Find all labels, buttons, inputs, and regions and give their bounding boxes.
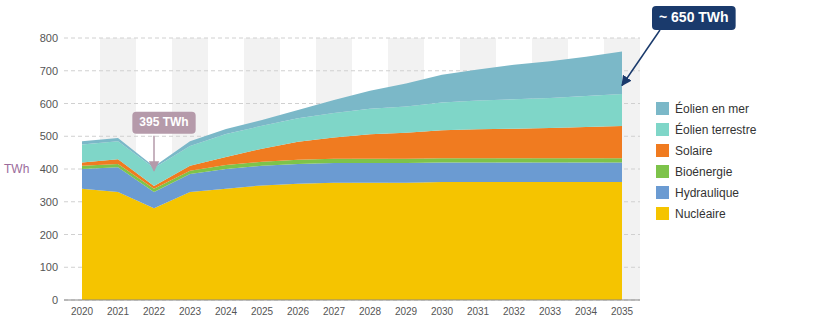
x-tick-label: 2026 [287,306,310,317]
annotation-arrow [622,30,660,85]
legend-swatch [656,207,669,220]
x-tick-label: 2023 [179,306,202,317]
x-tick-label: 2024 [215,306,238,317]
x-tick-label: 2021 [107,306,130,317]
chart: 0 100 200 300 400 500 600 700 800 TWh 2020 2021 2022… [0,0,839,335]
y-axis: 0 100 200 300 400 500 600 700 800 [40,32,640,306]
y-tick-label: 800 [40,32,58,44]
area [82,51,622,168]
annotation-box [652,6,736,30]
y-tick-label: 200 [40,229,58,241]
legend-label: Solaire [675,144,713,158]
x-tick-label: 2022 [143,306,166,317]
legend-label: Éolien en mer [675,101,749,116]
x-tick-label: 2035 [611,306,634,317]
legend: Éolien en mer Éolien terrestre Solaire Bioé… [656,101,757,221]
annotation: 395 TWh [132,112,195,171]
legend-swatch [656,123,669,136]
legend-label: Éolien terrestre [675,122,757,137]
y-tick-label: 500 [40,130,58,142]
x-tick-label: 2034 [575,306,598,317]
x-axis-line [64,300,640,301]
legend-label: Nucléaire [675,207,726,221]
annotation: ~ 650 TWh [622,6,736,85]
legend-label: Bioénergie [675,165,733,179]
grid-line [64,300,640,301]
x-tick-label: 2025 [251,306,274,317]
x-tick-label: 2031 [467,306,490,317]
grid-line [64,38,640,39]
y-tick-label: 300 [40,196,58,208]
legend-swatch [656,102,669,115]
y-tick-label: 400 [40,163,58,175]
areas [82,51,622,300]
y-axis-label: TWh [4,162,29,176]
x-axis: 2020 2021 2022 2023 2024 2025 2026 2027 2028 2029… [71,306,634,317]
legend-swatch [656,144,669,157]
legend-label: Hydraulique [675,186,739,200]
x-tick-label: 2020 [71,306,94,317]
x-tick-label: 2033 [539,306,562,317]
annotation-arrow [153,136,155,171]
annotation-text: 395 TWh [139,115,188,129]
legend-swatch [656,186,669,199]
x-tick-label: 2027 [323,306,346,317]
x-tick-label: 2028 [359,306,382,317]
annotation-text: ~ 650 TWh [659,9,729,25]
y-tick-label: 700 [40,65,58,77]
x-tick-label: 2030 [431,306,454,317]
y-tick-label: 100 [40,261,58,273]
x-tick-label: 2032 [503,306,526,317]
x-tick-label: 2029 [395,306,418,317]
legend-swatch [656,165,669,178]
annotations: 395 TWh ~ 650 TWh [132,6,735,171]
y-tick-label: 600 [40,98,58,110]
annotation-box [132,112,195,134]
y-tick-label: 0 [52,294,58,306]
